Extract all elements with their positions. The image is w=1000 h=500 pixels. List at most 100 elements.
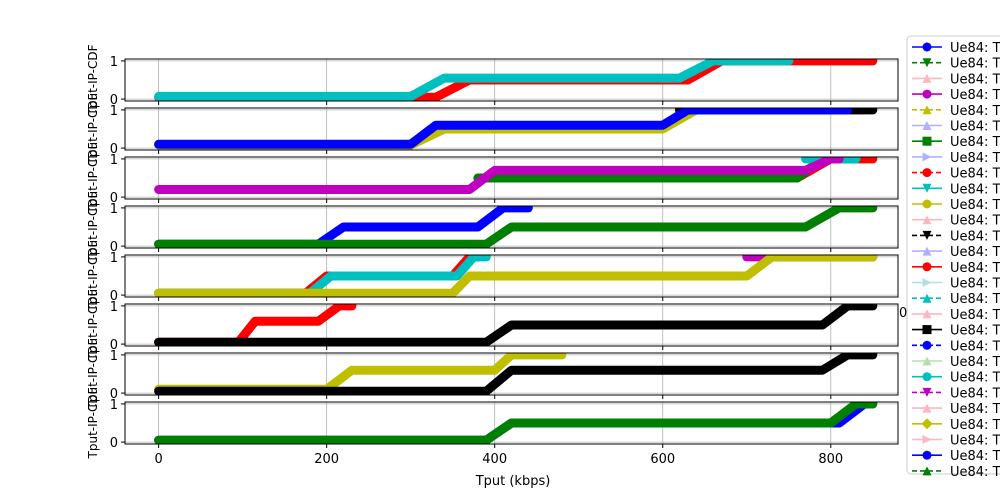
legend-label: Ue84: T — [950, 465, 1000, 480]
y-tick-label: 1 — [110, 349, 118, 364]
legend-marker — [922, 199, 932, 209]
legend-entry: Ue84: T — [912, 339, 1000, 354]
legend-marker — [922, 325, 932, 335]
cdf-series-core — [158, 353, 873, 393]
legend-label: Ue84: T — [950, 167, 1000, 182]
legend-label: Ue84: T — [950, 324, 1000, 339]
legend-entry: Ue84: T — [912, 465, 1000, 480]
legend-label: Ue84: T — [950, 72, 1000, 87]
legend-marker — [922, 262, 932, 272]
legend-marker — [922, 340, 932, 350]
cdf-series-core — [158, 59, 789, 98]
y-tick-label: 0 — [110, 142, 118, 157]
x-tick-label: 800 — [818, 452, 843, 467]
panels-group: 01Tput-IP-CDF01Tput-IP-CDF01Tput-IP-CDF0… — [86, 44, 899, 459]
legend-label: Ue84: T — [950, 355, 1000, 370]
legend-label: Ue84: T — [950, 245, 1000, 260]
legend-marker — [922, 58, 932, 68]
cdf-series-core — [158, 206, 873, 246]
legend-marker — [922, 152, 932, 162]
legend-entry: Ue84: T — [912, 402, 1000, 417]
legend-entry: Ue84: T — [912, 418, 1000, 433]
legend-marker — [922, 278, 932, 287]
cdf-series-core — [158, 108, 848, 146]
y-axis-label: Tput-IP-CDF — [86, 240, 100, 312]
legend-label: Ue84: T — [950, 386, 1000, 401]
legend-label: Ue84: T — [950, 308, 1000, 323]
legend-marker — [922, 230, 932, 240]
legend-entry: Ue84: T — [912, 135, 1000, 150]
y-tick-label: 1 — [110, 153, 118, 168]
legend-marker — [922, 42, 932, 52]
y-axis-label: Tput-IP-CDF — [86, 44, 100, 116]
legend-entry: Ue84: T — [912, 229, 1000, 244]
legend-marker — [922, 215, 932, 225]
y-axis-label: Tput-IP-CDF — [86, 289, 100, 361]
legend-marker — [922, 466, 932, 476]
y-axis-label: Tput-IP-CDF — [86, 191, 100, 263]
y-tick-label: 1 — [110, 300, 118, 315]
x-axis-label: Tput (kbps) — [475, 474, 551, 489]
cdf-panel: 01 Tput-IP-CDF — [86, 44, 899, 116]
legend-entry: Ue84: T — [912, 308, 1000, 323]
legend-marker — [922, 89, 932, 99]
legend-marker — [922, 450, 932, 460]
legend-entry: Ue84: T — [912, 245, 1000, 260]
legend-label: Ue84: T — [950, 229, 1000, 244]
legend-label: Ue84: T — [950, 88, 1000, 103]
y-tick-label: 1 — [110, 398, 118, 413]
legend-label: Ue84: T — [950, 449, 1000, 464]
legend-label: Ue84: T — [950, 57, 1000, 72]
x-tick-label-partial: 0 — [899, 306, 907, 321]
panel-frame — [124, 303, 899, 347]
y-tick-label: 1 — [110, 202, 118, 217]
y-tick-label: 0 — [110, 338, 118, 353]
y-tick-label: 0 — [110, 191, 118, 206]
x-axis: 0 200 400 600 800 0 — [154, 306, 907, 467]
legend-marker — [922, 387, 932, 397]
legend-entry: Ue84: T — [912, 182, 1000, 197]
legend-marker — [922, 105, 932, 115]
legend-marker — [922, 403, 932, 413]
cdf-series-line — [154, 304, 357, 346]
legend-marker — [922, 356, 932, 366]
legend-marker — [922, 309, 932, 319]
legend-entry: Ue84: T — [912, 277, 1000, 292]
legend-label: Ue84: T — [950, 277, 1000, 292]
legend-marker — [922, 183, 932, 193]
legend-entry: Ue84: T — [912, 104, 1000, 119]
panel-frame — [124, 156, 899, 200]
legend-entry: Ue84: T — [912, 434, 1000, 449]
cdf-series-core — [158, 206, 529, 246]
y-axis-label: Tput-IP-CDF — [86, 93, 100, 165]
legend-label: Ue84: T — [950, 371, 1000, 386]
x-tick-label: 600 — [650, 452, 675, 467]
legend-label: Ue84: T — [950, 339, 1000, 354]
legend-label: Ue84: T — [950, 292, 1000, 307]
y-axis-label: Tput-IP-CDF — [86, 387, 100, 459]
y-tick-label: 0 — [110, 387, 118, 402]
legend-entry: Ue84: T — [912, 198, 1000, 213]
legend-label: Ue84: T — [950, 151, 1000, 166]
y-tick-label: 0 — [110, 436, 118, 451]
legend-marker — [922, 246, 932, 256]
cdf-series-core — [158, 304, 873, 344]
y-tick-label: 1 — [110, 104, 118, 119]
legend-label: Ue84: T — [950, 402, 1000, 417]
panel-frame — [124, 401, 899, 445]
x-tick-label: 0 — [154, 452, 162, 467]
legend-marker — [922, 372, 932, 382]
cdf-series-core — [158, 255, 873, 295]
legend-marker — [922, 136, 932, 146]
legend-label: Ue84: T — [950, 135, 1000, 150]
y-tick-label: 0 — [110, 93, 118, 108]
y-axis-label: Tput-IP-CDF — [86, 142, 100, 214]
legend-marker — [922, 168, 932, 178]
